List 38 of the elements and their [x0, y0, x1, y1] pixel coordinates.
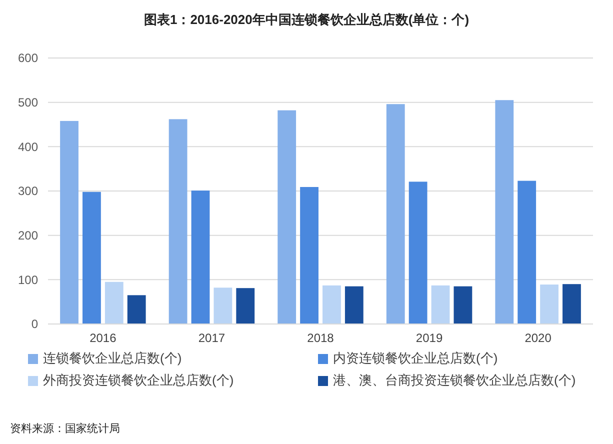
y-tick-label: 400	[18, 140, 38, 154]
bar	[322, 285, 341, 324]
x-tick-label: 2018	[307, 331, 334, 345]
bar	[386, 104, 405, 324]
bar	[191, 190, 210, 324]
y-tick-label: 500	[18, 96, 38, 110]
y-tick-label: 300	[18, 184, 38, 198]
x-tick-label: 2020	[524, 331, 552, 345]
bar	[495, 100, 514, 324]
bar	[127, 295, 146, 324]
x-tick-label: 2017	[198, 331, 226, 345]
x-tick-label: 2019	[416, 331, 443, 345]
legend-label: 外商投资连锁餐饮企业总店数(个)	[43, 372, 234, 388]
bar	[104, 282, 124, 324]
bar	[518, 180, 536, 324]
legend-label: 港、澳、台商投资连锁餐饮企业总店数(个)	[333, 372, 576, 388]
y-tick-label: 100	[18, 272, 38, 287]
bar	[344, 286, 364, 324]
x-tick-label: 2016	[90, 331, 117, 345]
y-tick-label: 0	[31, 317, 38, 332]
bar	[408, 182, 428, 324]
bar	[168, 119, 188, 324]
chart-title: 图表1：2016-2020年中国连锁餐饮企业总店数(单位：个)	[144, 12, 470, 27]
bar	[300, 187, 318, 324]
legend-label: 连锁餐饮企业总店数(个)	[43, 350, 182, 366]
y-tick-label: 600	[18, 51, 38, 66]
bar	[454, 286, 472, 324]
bar	[431, 285, 450, 324]
bar	[214, 288, 232, 324]
legend-label: 内资连锁餐饮企业总店数(个)	[333, 350, 498, 366]
bar	[278, 110, 296, 324]
bar	[562, 284, 581, 324]
bar	[236, 288, 255, 324]
bar	[82, 192, 101, 324]
text: 资料来源：国家统计局	[10, 422, 120, 435]
y-tick-label: 200	[18, 228, 38, 243]
bar	[540, 284, 558, 324]
bar	[60, 120, 78, 324]
